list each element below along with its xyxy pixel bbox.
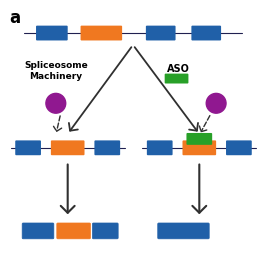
FancyBboxPatch shape — [92, 223, 118, 239]
FancyBboxPatch shape — [22, 223, 54, 239]
FancyBboxPatch shape — [15, 140, 41, 155]
FancyBboxPatch shape — [51, 140, 85, 155]
Text: Spliceosome
Machinery: Spliceosome Machinery — [24, 61, 88, 81]
FancyBboxPatch shape — [146, 26, 176, 41]
Circle shape — [206, 93, 226, 113]
FancyBboxPatch shape — [36, 26, 68, 41]
FancyBboxPatch shape — [57, 223, 91, 239]
Circle shape — [46, 93, 66, 113]
FancyBboxPatch shape — [186, 133, 212, 145]
Text: a: a — [9, 9, 21, 27]
FancyBboxPatch shape — [158, 223, 209, 239]
FancyBboxPatch shape — [226, 140, 252, 155]
FancyBboxPatch shape — [182, 140, 216, 155]
FancyBboxPatch shape — [81, 26, 122, 41]
FancyBboxPatch shape — [165, 74, 189, 83]
FancyBboxPatch shape — [147, 140, 172, 155]
FancyBboxPatch shape — [95, 140, 120, 155]
FancyBboxPatch shape — [191, 26, 221, 41]
Text: ASO: ASO — [167, 64, 190, 74]
